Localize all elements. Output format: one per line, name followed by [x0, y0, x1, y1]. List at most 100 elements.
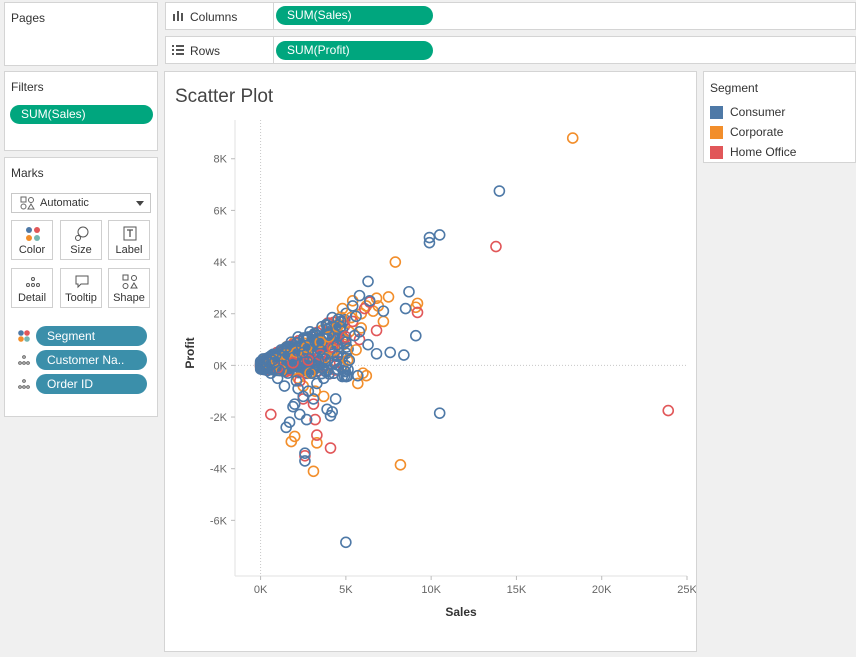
worksheet-view: Scatter Plot -6K -4K -2K 0K 2K 4K 6K 8K 0K 5K 10K 1…: [164, 71, 697, 652]
data-point-home-office: [311, 429, 323, 441]
data-point-corporate: [394, 459, 407, 471]
filter-pill-sum-sales[interactable]: SUM(Sales): [10, 105, 153, 124]
data-point-corporate: [311, 437, 323, 449]
y-tick-label: 6K: [214, 205, 228, 217]
data-point-consumer: [353, 289, 366, 302]
data-point: [338, 364, 350, 376]
data-point-home-office: [324, 442, 337, 454]
label-label: Label: [115, 244, 143, 256]
data-point-consumer: [363, 295, 376, 307]
legend-label: Consumer: [730, 105, 786, 119]
tooltip-button[interactable]: Tooltip: [60, 268, 102, 308]
data-point-home-office: [358, 302, 371, 315]
data-point-consumer: [423, 231, 436, 244]
data-point-consumer: [433, 229, 446, 241]
data-point-consumer: [305, 367, 318, 379]
shape-icon: [122, 274, 138, 289]
detail-icon: [26, 277, 40, 287]
y-axis-title: Profit: [183, 337, 197, 368]
data-point-home-office: [411, 306, 424, 319]
data-point-consumer: [350, 310, 362, 323]
data-point-consumer: [377, 305, 390, 317]
data-point-corporate: [336, 302, 349, 315]
data-point-consumer: [288, 398, 301, 410]
data-point-consumer: [297, 346, 310, 359]
data-point-corporate: [350, 344, 362, 356]
data-point-consumer: [384, 346, 397, 359]
data-point-corporate: [382, 291, 395, 303]
data-point-consumer: [287, 400, 299, 413]
mark-type-value: Automatic: [40, 197, 89, 209]
data-point-consumer: [334, 315, 347, 328]
data-point-consumer: [261, 364, 274, 377]
color-button[interactable]: Color: [11, 220, 53, 260]
data-point-home-office: [662, 404, 675, 417]
data-point-consumer: [346, 300, 359, 312]
marks-field-segment[interactable]: Segment: [36, 326, 147, 346]
x-tick-label: 0K: [254, 584, 268, 596]
data-point-consumer: [331, 338, 344, 351]
data-point-consumer: [334, 320, 347, 333]
columns-icon: [173, 11, 183, 21]
y-tick-label: -4K: [210, 464, 228, 476]
data-point-consumer: [282, 367, 294, 379]
filters-title: Filters: [11, 80, 44, 94]
pages-title: Pages: [11, 11, 46, 25]
data-point: [302, 346, 314, 358]
mark-type-dropdown[interactable]: Automatic: [11, 193, 151, 213]
data-point-consumer: [362, 338, 374, 351]
data-point-consumer: [283, 416, 296, 428]
y-tick-label: 4K: [214, 257, 228, 269]
data-point-corporate: [360, 369, 373, 382]
label-button[interactable]: Label: [108, 220, 150, 260]
size-button[interactable]: Size: [60, 220, 102, 260]
rows-label: Rows: [190, 44, 221, 58]
data-point-consumer: [493, 185, 506, 197]
x-tick-label: 15K: [507, 584, 527, 596]
y-tick-label: 8K: [214, 154, 228, 166]
shape-button[interactable]: Shape: [108, 268, 150, 308]
chevron-down-icon: [136, 201, 144, 206]
data-point-consumer: [278, 380, 291, 392]
data-point-consumer: [321, 403, 333, 416]
data-point-consumer: [403, 285, 415, 298]
data-point-home-office: [307, 398, 320, 410]
rows-pill-sum-profit[interactable]: SUM(Profit): [276, 41, 433, 60]
scatter-chart[interactable]: -6K -4K -2K 0K 2K 4K 6K 8K 0K 5K 10K 15K 20K 25K Sales…: [165, 72, 696, 651]
data-point-consumer: [317, 372, 330, 385]
y-tick-label: 0K: [214, 360, 228, 372]
data-point-home-office: [309, 413, 321, 426]
marks-field-customer-name[interactable]: Customer Na..: [36, 350, 147, 370]
columns-label: Columns: [190, 10, 238, 24]
data-point-corporate: [377, 315, 390, 328]
x-tick-label: 25K: [677, 584, 696, 596]
data-point-consumer: [309, 336, 321, 348]
text-label-icon: [123, 226, 137, 241]
shape-label: Shape: [113, 292, 145, 304]
data-point-home-office: [265, 408, 277, 421]
data-point-consumer: [316, 320, 328, 333]
data-point-consumer: [398, 349, 410, 361]
data-point-consumer: [307, 393, 320, 405]
detail-button[interactable]: Detail: [11, 268, 53, 308]
data-point-consumer: [410, 329, 422, 342]
detail-field-icon: [18, 355, 30, 365]
segment-legend: Segment Consumer Corporate Home Office: [703, 71, 856, 163]
data-point-home-office: [294, 375, 306, 387]
columns-pill-sum-sales[interactable]: SUM(Sales): [276, 6, 433, 25]
marks-field-order-id[interactable]: Order ID: [36, 374, 147, 394]
color-field-icon: [18, 330, 30, 342]
data-point-consumer: [294, 408, 306, 421]
data-point-consumer: [290, 375, 303, 387]
rows-icon: [172, 45, 184, 55]
size-icon: [75, 226, 89, 241]
shelf-divider: [273, 37, 274, 63]
legend-swatch: [710, 146, 723, 159]
columns-shelf[interactable]: Columns SUM(Sales): [165, 2, 856, 30]
rows-shelf[interactable]: Rows SUM(Profit): [165, 36, 856, 64]
y-tick-label: -2K: [210, 412, 228, 424]
data-point-consumer: [353, 325, 366, 338]
filters-card: Filters SUM(Sales): [4, 71, 158, 151]
tooltip-icon: [75, 275, 89, 289]
detail-field-icon: [18, 379, 30, 389]
